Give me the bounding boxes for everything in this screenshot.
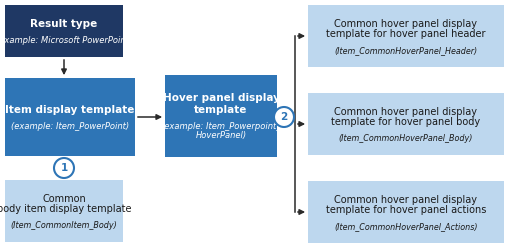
FancyBboxPatch shape bbox=[5, 5, 123, 57]
Text: template for hover panel header: template for hover panel header bbox=[326, 30, 486, 40]
Text: 2: 2 bbox=[280, 112, 288, 122]
FancyBboxPatch shape bbox=[308, 181, 504, 243]
Text: template: template bbox=[194, 105, 248, 115]
Text: (Item_CommonHoverPanel_Body): (Item_CommonHoverPanel_Body) bbox=[339, 134, 473, 143]
Circle shape bbox=[274, 107, 294, 127]
Text: (Item_CommonItem_Body): (Item_CommonItem_Body) bbox=[11, 221, 118, 230]
Text: Common hover panel display: Common hover panel display bbox=[334, 18, 477, 28]
Text: (example: Item_PowerPoint): (example: Item_PowerPoint) bbox=[11, 122, 129, 131]
Text: (Item_CommonHoverPanel_Actions): (Item_CommonHoverPanel_Actions) bbox=[334, 222, 478, 231]
FancyBboxPatch shape bbox=[5, 180, 123, 242]
Text: Result type: Result type bbox=[31, 19, 98, 29]
FancyBboxPatch shape bbox=[5, 78, 135, 156]
Text: Item display template: Item display template bbox=[5, 105, 135, 115]
Circle shape bbox=[54, 158, 74, 178]
Text: Common hover panel display: Common hover panel display bbox=[334, 106, 477, 117]
Text: template for hover panel actions: template for hover panel actions bbox=[326, 206, 486, 216]
Text: Hover panel display: Hover panel display bbox=[162, 94, 279, 104]
Text: 1: 1 bbox=[61, 163, 68, 173]
Text: body item display template: body item display template bbox=[0, 204, 131, 214]
Text: (Item_CommonHoverPanel_Header): (Item_CommonHoverPanel_Header) bbox=[334, 46, 477, 55]
Text: (example: Item_Powerpoint_: (example: Item_Powerpoint_ bbox=[161, 122, 281, 131]
Text: Common: Common bbox=[42, 194, 86, 203]
Text: HoverPanel): HoverPanel) bbox=[195, 132, 246, 140]
Text: Common hover panel display: Common hover panel display bbox=[334, 194, 477, 204]
Text: (example: Microsoft PowerPoint): (example: Microsoft PowerPoint) bbox=[0, 36, 132, 45]
FancyBboxPatch shape bbox=[165, 75, 277, 157]
FancyBboxPatch shape bbox=[308, 5, 504, 67]
Text: template for hover panel body: template for hover panel body bbox=[331, 118, 480, 128]
FancyBboxPatch shape bbox=[308, 93, 504, 155]
